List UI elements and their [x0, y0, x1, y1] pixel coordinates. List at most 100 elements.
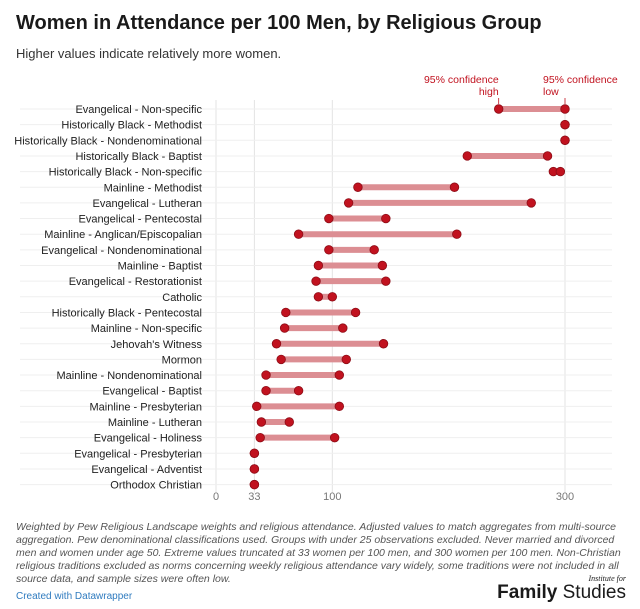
- chart-row: Evangelical - Non-specific: [20, 104, 612, 116]
- chart-row: Historically Black - Pentecostal: [20, 307, 612, 319]
- category-label: Evangelical - Presbyterian: [74, 448, 202, 460]
- low-dot: [261, 370, 271, 380]
- low-dot: [276, 354, 286, 365]
- logo-regular-word: Studies: [562, 582, 626, 603]
- chart-row: Mainline - Nondenominational: [20, 370, 612, 382]
- high-dot: [526, 198, 536, 208]
- low-dot: [493, 104, 504, 114]
- chart-row: Orthodox Christian: [20, 480, 612, 492]
- x-tick-label-300: 300: [556, 491, 574, 503]
- annotation-line: 95% confidence: [543, 74, 618, 86]
- high-dot: [249, 464, 260, 474]
- x-tick-label-33: 33: [248, 491, 260, 503]
- category-label: Jehovah's Witness: [111, 339, 203, 351]
- category-label: Historically Black - Pentecostal: [52, 307, 202, 319]
- high-dot: [284, 417, 294, 427]
- low-dot: [313, 260, 324, 271]
- category-label: Historically Black - Methodist: [61, 120, 202, 132]
- category-label: Evangelical - Non-specific: [75, 104, 202, 116]
- category-label: Evangelical - Holiness: [94, 433, 203, 445]
- chart-row: Evangelical - Holiness: [20, 433, 612, 445]
- logo-bottom-text: Family Studies: [497, 583, 626, 603]
- chart-row: Evangelical - Presbyterian: [20, 448, 612, 460]
- low-dot: [462, 151, 472, 161]
- high-dot: [555, 166, 566, 177]
- category-label: Mainline - Methodist: [104, 182, 202, 194]
- chart-row: Evangelical - Nondenominational: [20, 245, 612, 257]
- high-dot: [369, 245, 379, 255]
- high-dot: [542, 151, 553, 161]
- high-dot: [334, 370, 345, 380]
- category-label: Evangelical - Pentecostal: [78, 214, 202, 226]
- high-dot: [560, 104, 570, 114]
- chart-rows: Evangelical - Non-specific Historically B…: [14, 104, 612, 492]
- low-dot: [324, 245, 334, 255]
- low-dot: [279, 323, 290, 333]
- x-tick-label-100: 100: [323, 491, 341, 503]
- chart-notes: Weighted by Pew Religious Landscape weig…: [16, 521, 621, 585]
- category-label: Mainline - Non-specific: [91, 323, 203, 335]
- low-dot: [271, 339, 282, 349]
- chart-row: Evangelical - Adventist: [20, 464, 612, 476]
- chart-row: Evangelical - Pentecostal: [20, 214, 612, 226]
- low-dot: [261, 386, 271, 396]
- chart-row: Evangelical - Lutheran: [20, 198, 612, 210]
- chart-row: Mainline - Baptist: [20, 261, 612, 273]
- high-dot: [249, 448, 260, 459]
- chart-row: Historically Black - Baptist: [20, 151, 612, 163]
- category-label: Mainline - Nondenominational: [56, 370, 202, 382]
- dumbbell-chart: 0 33 100 300 Evangelical - Non-specific Hist…: [14, 74, 618, 503]
- chart-row: Historically Black - Non-specific: [20, 167, 612, 179]
- chart-title: Women in Attendance per 100 Men, by Reli…: [16, 12, 542, 34]
- high-dot: [560, 119, 570, 130]
- high-dot: [452, 229, 462, 239]
- high-dot: [377, 260, 388, 271]
- chart-row: Mainline - Anglican/Episcopalian: [20, 229, 612, 241]
- logo-top-text: Institute for: [588, 574, 626, 583]
- low-dot: [313, 292, 324, 302]
- annotation-confidence-high: 95% confidence high: [424, 74, 499, 98]
- chart-row: Mormon: [20, 354, 612, 366]
- high-dot: [338, 323, 348, 333]
- logo-bold-word: Family: [497, 582, 558, 603]
- high-dot: [560, 135, 570, 146]
- high-dot: [249, 479, 260, 490]
- category-label: Historically Black - Baptist: [75, 151, 202, 163]
- annotation-line: 95% confidence: [424, 74, 499, 86]
- annotation-line: high: [479, 86, 499, 98]
- chart-row: Mainline - Presbyterian: [20, 401, 612, 413]
- low-dot: [293, 229, 304, 239]
- category-label: Evangelical - Restorationist: [69, 276, 202, 288]
- chart-row: Mainline - Lutheran: [20, 417, 612, 429]
- chart-row: Mainline - Non-specific: [20, 323, 612, 335]
- chart-row: Historically Black - Methodist: [20, 120, 612, 132]
- chart-row: Catholic: [20, 292, 612, 304]
- high-dot: [449, 182, 460, 192]
- annotation-confidence-low: 95% confidence low: [543, 74, 618, 98]
- low-dot: [252, 401, 262, 412]
- category-label: Mainline - Presbyterian: [90, 401, 203, 413]
- category-label: Evangelical - Nondenominational: [41, 245, 202, 257]
- datawrapper-credit-link[interactable]: Created with Datawrapper: [16, 591, 133, 602]
- low-dot: [343, 198, 354, 208]
- high-dot: [329, 432, 340, 443]
- chart-subtitle: Higher values indicate relatively more w…: [16, 46, 282, 61]
- high-dot: [350, 307, 361, 318]
- chart-row: Mainline - Methodist: [20, 182, 612, 194]
- low-dot: [324, 213, 334, 224]
- chart-row: Evangelical - Baptist: [20, 386, 612, 398]
- institute-for-family-studies-logo: Institute for Family Studies: [497, 574, 626, 603]
- low-dot: [255, 432, 265, 443]
- low-dot: [311, 276, 321, 286]
- x-tick-label-0: 0: [213, 491, 219, 503]
- high-dot: [341, 354, 351, 365]
- low-dot: [281, 307, 291, 318]
- category-label: Evangelical - Lutheran: [93, 198, 202, 210]
- category-label: Mainline - Anglican/Episcopalian: [44, 229, 202, 241]
- category-label: Mormon: [162, 354, 202, 366]
- low-dot: [256, 417, 267, 427]
- category-label: Evangelical - Adventist: [91, 464, 202, 476]
- low-dot: [353, 182, 363, 192]
- category-label: Orthodox Christian: [110, 480, 202, 492]
